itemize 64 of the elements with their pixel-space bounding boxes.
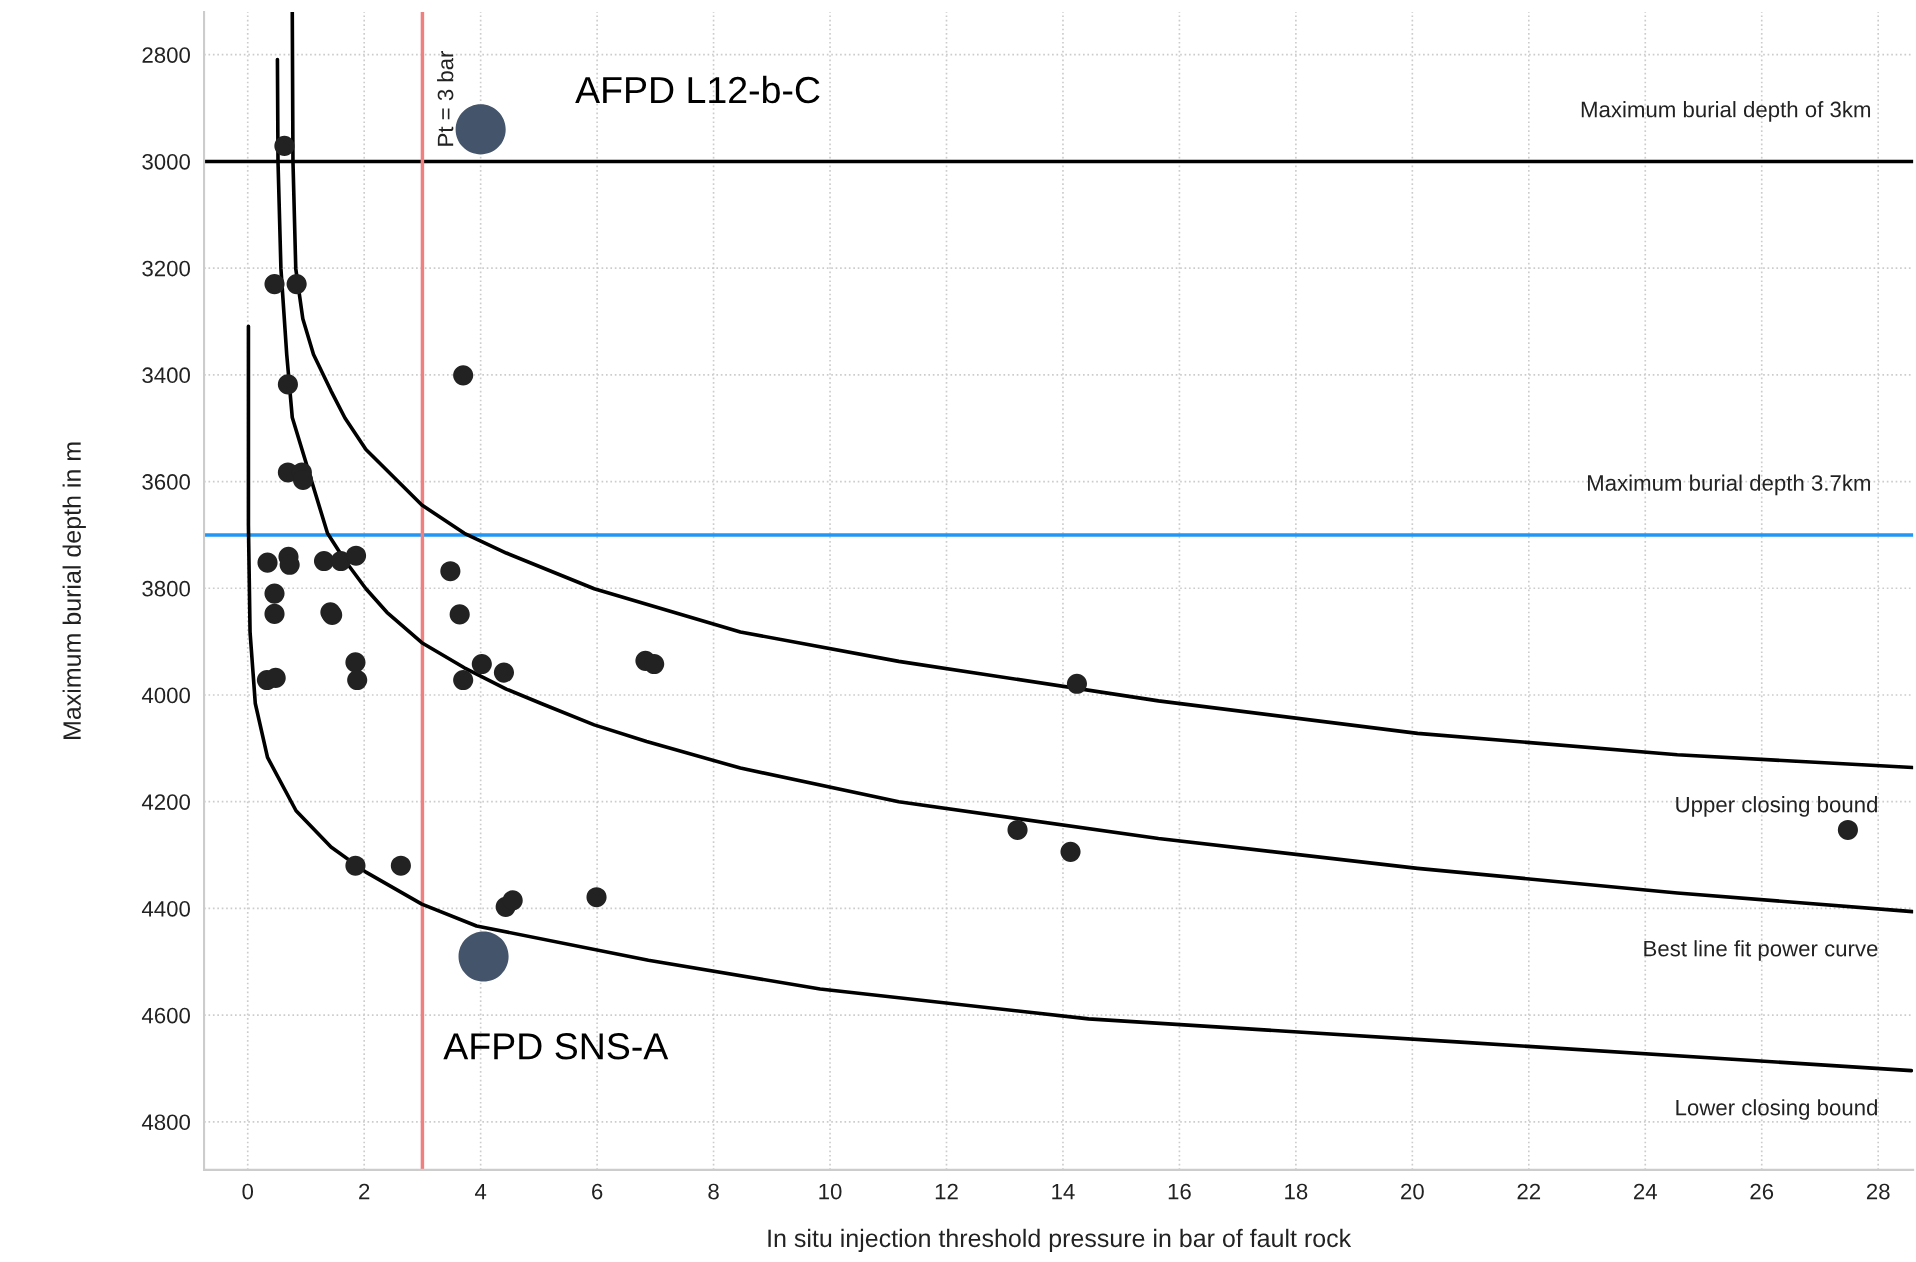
y-axis-title: Maximum burial depth in m — [62, 442, 86, 739]
x-tick-label: 6 — [592, 1183, 603, 1200]
point — [277, 374, 298, 395]
x-tick-label: 18 — [1285, 1183, 1308, 1200]
point — [345, 855, 366, 876]
x-tick-label: 8 — [708, 1183, 719, 1200]
y-tick-label: 4000 — [141, 687, 190, 704]
point — [644, 653, 665, 675]
x-tick-label: 16 — [1168, 1183, 1191, 1200]
point — [586, 887, 607, 908]
point — [502, 890, 523, 911]
point — [1007, 819, 1028, 841]
point — [493, 662, 515, 683]
point — [1060, 841, 1081, 862]
series-label: Best line fit power curve — [1644, 940, 1878, 961]
y-tick-label: 3600 — [142, 474, 190, 490]
point — [347, 669, 368, 691]
y-tick-label: 3200 — [142, 260, 190, 277]
annotation: AFPD SNS-A — [443, 1033, 669, 1060]
x-tick-label: 26 — [1750, 1183, 1774, 1200]
x-tick-label: 12 — [935, 1183, 958, 1200]
y-tick-label: 3400 — [142, 367, 190, 384]
series-label: Upper closing bound — [1676, 796, 1877, 817]
point — [453, 669, 474, 691]
y-tick-label: 4400 — [141, 900, 190, 917]
point — [471, 653, 492, 675]
x-tick-label: 28 — [1866, 1183, 1890, 1200]
ref-line-label: Maximum burial depth of 3km — [1581, 101, 1871, 122]
point — [286, 274, 307, 295]
point — [257, 552, 278, 573]
y-tick-label: 2800 — [142, 47, 190, 63]
point — [1837, 819, 1858, 841]
point — [449, 604, 470, 625]
point — [345, 652, 366, 673]
point — [264, 603, 285, 624]
point — [345, 545, 367, 566]
y-tick-label: 4600 — [141, 1007, 190, 1024]
point — [1066, 673, 1087, 694]
x-tick-label: 10 — [819, 1183, 842, 1200]
annotation: AFPD L12-b-C — [575, 75, 820, 104]
line-series — [246, 324, 1914, 1073]
y-tick-label: 4200 — [141, 794, 190, 810]
point — [313, 550, 335, 572]
point — [265, 667, 286, 688]
ref-line-label: Pt = 3 bar — [437, 50, 454, 146]
x-tick-label: 14 — [1052, 1183, 1075, 1200]
point — [264, 583, 285, 604]
ref-line-label: Maximum burial depth 3.7km — [1588, 474, 1871, 496]
point — [453, 365, 474, 386]
y-tick-label: 4800 — [141, 1114, 190, 1131]
x-tick-label: 4 — [474, 1183, 487, 1200]
point — [390, 855, 411, 876]
x-tick-label: 0 — [242, 1183, 254, 1200]
x-tick-label: 2 — [359, 1183, 370, 1200]
x-tick-label: 20 — [1401, 1183, 1424, 1200]
x-axis-title: In situ injection threshold pressure in bar of fault rock — [768, 1228, 1352, 1253]
y-tick-label: 3800 — [142, 580, 190, 597]
series-label: Lower closing bound — [1676, 1099, 1877, 1120]
x-tick-label: 22 — [1517, 1183, 1541, 1200]
y-tick-label: 3000 — [142, 153, 190, 170]
point — [264, 274, 285, 295]
x-tick-label: 24 — [1634, 1183, 1657, 1200]
point — [274, 135, 295, 156]
point — [440, 561, 461, 582]
